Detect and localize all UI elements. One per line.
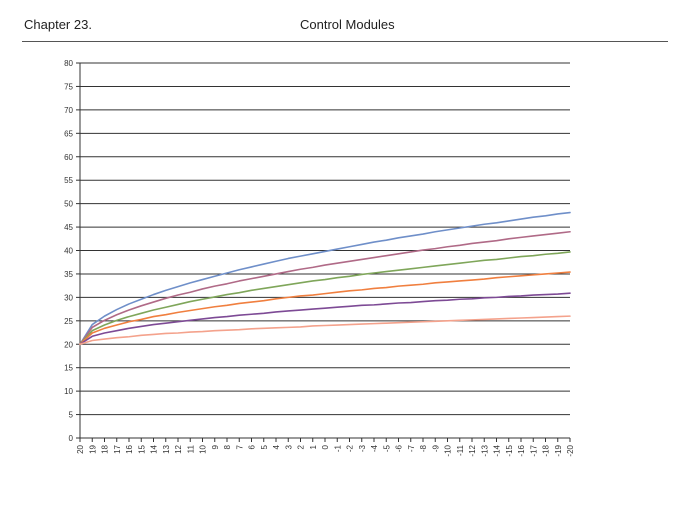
x-tick-label: 0	[321, 444, 330, 449]
y-tick-label: 20	[64, 340, 73, 349]
x-tick-label: -4	[370, 444, 379, 452]
x-tick-label: -2	[346, 444, 355, 452]
page-title: Control Modules	[300, 17, 395, 32]
y-tick-label: 40	[64, 247, 73, 256]
x-tick-label: 4	[272, 444, 281, 449]
x-tick-label: 5	[260, 444, 269, 449]
x-tick-label: 3	[284, 444, 293, 449]
x-tick-label: 6	[248, 444, 257, 449]
series-line-2	[79, 230, 571, 346]
header-divider	[22, 41, 668, 42]
series-lines	[79, 211, 571, 346]
x-tick-label: -6	[395, 444, 404, 452]
y-tick-label: 50	[64, 200, 73, 209]
x-tick-label: 14	[150, 444, 159, 453]
y-tick-label: 65	[64, 129, 73, 138]
x-tick-label: -11	[456, 444, 465, 456]
x-tick-label: -18	[542, 444, 551, 456]
y-tick-label: 5	[69, 411, 74, 420]
chapter-label: Chapter 23.	[24, 17, 92, 32]
y-tick-label: 60	[64, 153, 73, 162]
series-line-4	[79, 271, 571, 346]
x-tick-label: 12	[174, 444, 183, 453]
x-tick-label: 2	[297, 444, 306, 449]
x-tick-label: -15	[505, 444, 514, 456]
y-tick-label: 45	[64, 223, 73, 232]
x-tick-label: 8	[223, 444, 232, 449]
x-tick-label: 10	[199, 444, 208, 453]
x-tick-label: -1	[333, 444, 342, 452]
x-tick-label: -7	[407, 444, 416, 452]
x-tick-label: -17	[529, 444, 538, 456]
x-tick-label: -14	[493, 444, 502, 456]
series-line-3	[79, 251, 571, 346]
x-tick-label: 11	[186, 444, 195, 453]
x-tick-label: -12	[468, 444, 477, 456]
x-tick-label: 20	[76, 444, 85, 453]
y-tick-label: 30	[64, 293, 73, 302]
series-line-5	[79, 292, 571, 346]
x-tick-label: -3	[358, 444, 367, 452]
y-tick-label: 10	[64, 387, 73, 396]
x-tick-label: -5	[382, 444, 391, 452]
x-tick-label: -13	[480, 444, 489, 456]
series-line-1	[79, 211, 571, 346]
x-tick-label: 15	[137, 444, 146, 453]
y-tick-label: 55	[64, 176, 73, 185]
x-tick-label: 1	[309, 444, 318, 449]
x-tick-label: -19	[554, 444, 563, 456]
x-tick-label: 16	[125, 444, 134, 453]
y-tick-label: 25	[64, 317, 73, 326]
x-tick-label: -16	[517, 444, 526, 456]
x-axis: 20 19 18 17 16 15 14 13 12 11 10 9 8 7 6 5 4 3 2 1 0 -1 -2 -3 -4…	[76, 438, 575, 457]
y-tick-label: 75	[64, 82, 73, 91]
x-tick-label: -20	[566, 444, 575, 456]
x-tick-label: 7	[235, 444, 244, 449]
y-tick-label: 0	[69, 434, 74, 443]
y-tick-label: 35	[64, 270, 73, 279]
x-tick-label: -9	[431, 444, 440, 452]
x-tick-label: 9	[211, 444, 220, 449]
y-tick-label: 15	[64, 364, 73, 373]
x-tick-label: 19	[88, 444, 97, 453]
grid-lines	[80, 62, 570, 439]
x-tick-label: -10	[444, 444, 453, 456]
x-tick-label: 13	[162, 444, 171, 453]
y-tick-label: 80	[64, 59, 73, 68]
series-line-6	[79, 315, 571, 346]
x-tick-label: 17	[113, 444, 122, 453]
x-tick-label: -8	[419, 444, 428, 452]
y-tick-label: 70	[64, 106, 73, 115]
x-tick-label: 18	[101, 444, 110, 453]
y-axis: 0 5 10 15 20 25 30 35 40 45 50 55 60 65 70 75 80	[64, 59, 81, 443]
